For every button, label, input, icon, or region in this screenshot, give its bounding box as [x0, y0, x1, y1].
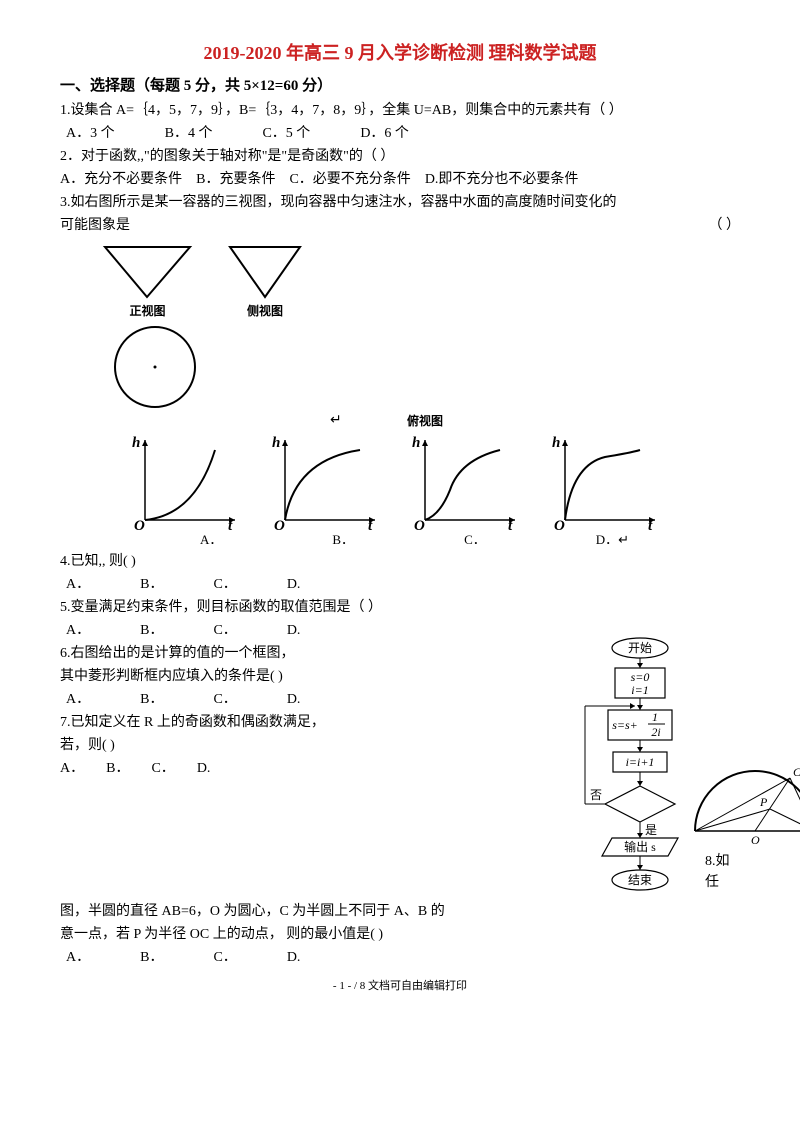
q7-line2: 若，则( ) [60, 735, 580, 756]
svg-text:开始: 开始 [628, 641, 652, 655]
semicircle-diagram: C P O B [685, 761, 800, 851]
q3-opt-d[interactable]: D．↵ [596, 530, 629, 550]
graph-d: h O t [550, 435, 660, 530]
q2-opt-a[interactable]: A．充分不必要条件 [60, 172, 182, 187]
q6-line2: 其中菱形判断框内应填入的条件是( ) [60, 666, 580, 687]
q2-text: 2．对于函数,,"的图象关于轴对称"是"是奇函数"的（ ） [60, 146, 740, 167]
q5-text: 5.变量满足约束条件，则目标函数的取值范围是（ ） [60, 597, 740, 618]
q2-opt-b[interactable]: B．充要条件 [196, 172, 275, 187]
q2-opt-c[interactable]: C．必要不充分条件 [289, 172, 410, 187]
svg-text:O: O [751, 833, 760, 847]
q3-opt-a[interactable]: A． [200, 530, 222, 550]
q6-opt-c[interactable]: C． [213, 689, 236, 710]
q4-opt-b[interactable]: B． [140, 574, 163, 595]
q6-opt-d[interactable]: D. [287, 689, 301, 710]
q1-opt-a[interactable]: A．3 个 [66, 123, 115, 144]
svg-text:1: 1 [652, 710, 658, 724]
page-footer: - 1 - / 8 文档可自由编辑打印 [60, 978, 740, 995]
q8-opt-d[interactable]: D. [287, 947, 301, 968]
q3-line1: 3.如右图所示是某一容器的三视图，现向容器中匀速注水，容器中水面的高度随时间变化… [60, 192, 740, 213]
q1-opt-d[interactable]: D．6 个 [360, 123, 409, 144]
svg-text:i=i+1: i=i+1 [626, 755, 655, 769]
svg-text:2i: 2i [651, 725, 660, 739]
q5-opt-b[interactable]: B． [140, 620, 163, 641]
q3-line2: 可能图象是 [60, 215, 130, 236]
q5-opt-a[interactable]: A． [66, 620, 90, 641]
svg-text:h: h [412, 435, 420, 451]
svg-text:s=s+: s=s+ [612, 718, 638, 732]
svg-text:否: 否 [590, 788, 602, 802]
svg-text:O: O [134, 518, 145, 530]
q3-graph-labels: A． B． C． D．↵ [200, 530, 740, 550]
graph-c: h O t [410, 435, 520, 530]
q1-opts: A．3 个 B．4 个 C．5 个 D．6 个 [66, 123, 740, 144]
q8-label: 8.如 任 [705, 851, 755, 893]
q7-opt-d[interactable]: D. [197, 758, 211, 779]
svg-text:P: P [759, 795, 768, 809]
svg-text:i=1: i=1 [631, 683, 648, 697]
q4-opt-c[interactable]: C． [213, 574, 236, 595]
three-views: 正视图 侧视图 [100, 242, 740, 320]
section-heading: 一、选择题（每题 5 分，共 5×12=60 分） [60, 75, 740, 98]
q2-opts: A．充分不必要条件 B．充要条件 C．必要不充分条件 D.即不充分也不必要条件 [60, 169, 740, 190]
q3-paren: （ ） [709, 215, 741, 236]
svg-text:是: 是 [645, 823, 657, 837]
q8-opt-a[interactable]: A． [66, 947, 90, 968]
q7-line1: 7.已知定义在 R 上的奇函数和偶函数满足， [60, 712, 580, 733]
q1-text: 1.设集合 A=｛4，5，7，9｝，B=｛3，4，7，8，9｝，全集 U=AB，… [60, 100, 740, 121]
front-view: 正视图 [100, 242, 195, 320]
svg-text:O: O [554, 518, 565, 530]
q8-opt-c[interactable]: C． [213, 947, 236, 968]
graph-a: h O t [130, 435, 240, 530]
q6-opt-b[interactable]: B． [140, 689, 163, 710]
q7-opt-c[interactable]: C． [151, 758, 174, 779]
q3-graphs: h O t h O t h O t h O t [130, 435, 740, 530]
q4-text: 4.已知,, 则( ) [60, 551, 740, 572]
svg-text:h: h [272, 435, 280, 451]
svg-text:h: h [552, 435, 560, 451]
q8-opt-b[interactable]: B． [140, 947, 163, 968]
q1-opt-b[interactable]: B．4 个 [165, 123, 213, 144]
side-view: 侧视图 [225, 242, 305, 320]
q6-line1: 6.右图给出的是计算的值的一个框图， [60, 643, 580, 664]
q4-opt-d[interactable]: D. [287, 574, 301, 595]
svg-text:O: O [274, 518, 285, 530]
q5-opt-c[interactable]: C． [213, 620, 236, 641]
q7-opt-b[interactable]: B． [106, 758, 129, 779]
q8-line1: 图，半圆的直径 AB=6，O 为圆心，C 为半圆上不同于 A、B 的 [60, 901, 580, 922]
q3-opt-b[interactable]: B． [332, 530, 354, 550]
svg-text:输出 s: 输出 s [624, 839, 656, 854]
q7-opts: A． B． C． D. [60, 758, 580, 779]
q6-opts: A． B． C． D. [66, 689, 580, 710]
q4-opts: A． B． C． D. [66, 574, 740, 595]
page-title: 2019-2020 年高三 9 月入学诊断检测 理科数学试题 [60, 40, 740, 67]
q5-opt-d[interactable]: D. [287, 620, 301, 641]
svg-text:结束: 结束 [628, 873, 652, 887]
q3-opt-c[interactable]: C． [464, 530, 486, 550]
q4-opt-a[interactable]: A． [66, 574, 90, 595]
ret-symbol: ↵ [330, 410, 740, 431]
q8-opts: A． B． C． D. [66, 947, 580, 968]
svg-text:C: C [793, 765, 800, 779]
graph-b: h O t [270, 435, 380, 530]
svg-text:O: O [414, 518, 425, 530]
q2-opt-d[interactable]: D.即不充分也不必要条件 [425, 172, 579, 187]
svg-text:s=0: s=0 [631, 670, 650, 684]
q8-line2: 意一点，若 P 为半径 OC 上的动点， 则的最小值是( ) [60, 924, 580, 945]
q7-opt-a[interactable]: A． [60, 758, 84, 779]
q1-opt-c[interactable]: C．5 个 [262, 123, 310, 144]
svg-text:h: h [132, 435, 140, 451]
flowchart: 开始 s=0 i=1 s=s+ 1 2i i=i+1 否 是 输出 s [570, 636, 700, 896]
q6-opt-a[interactable]: A． [66, 689, 90, 710]
